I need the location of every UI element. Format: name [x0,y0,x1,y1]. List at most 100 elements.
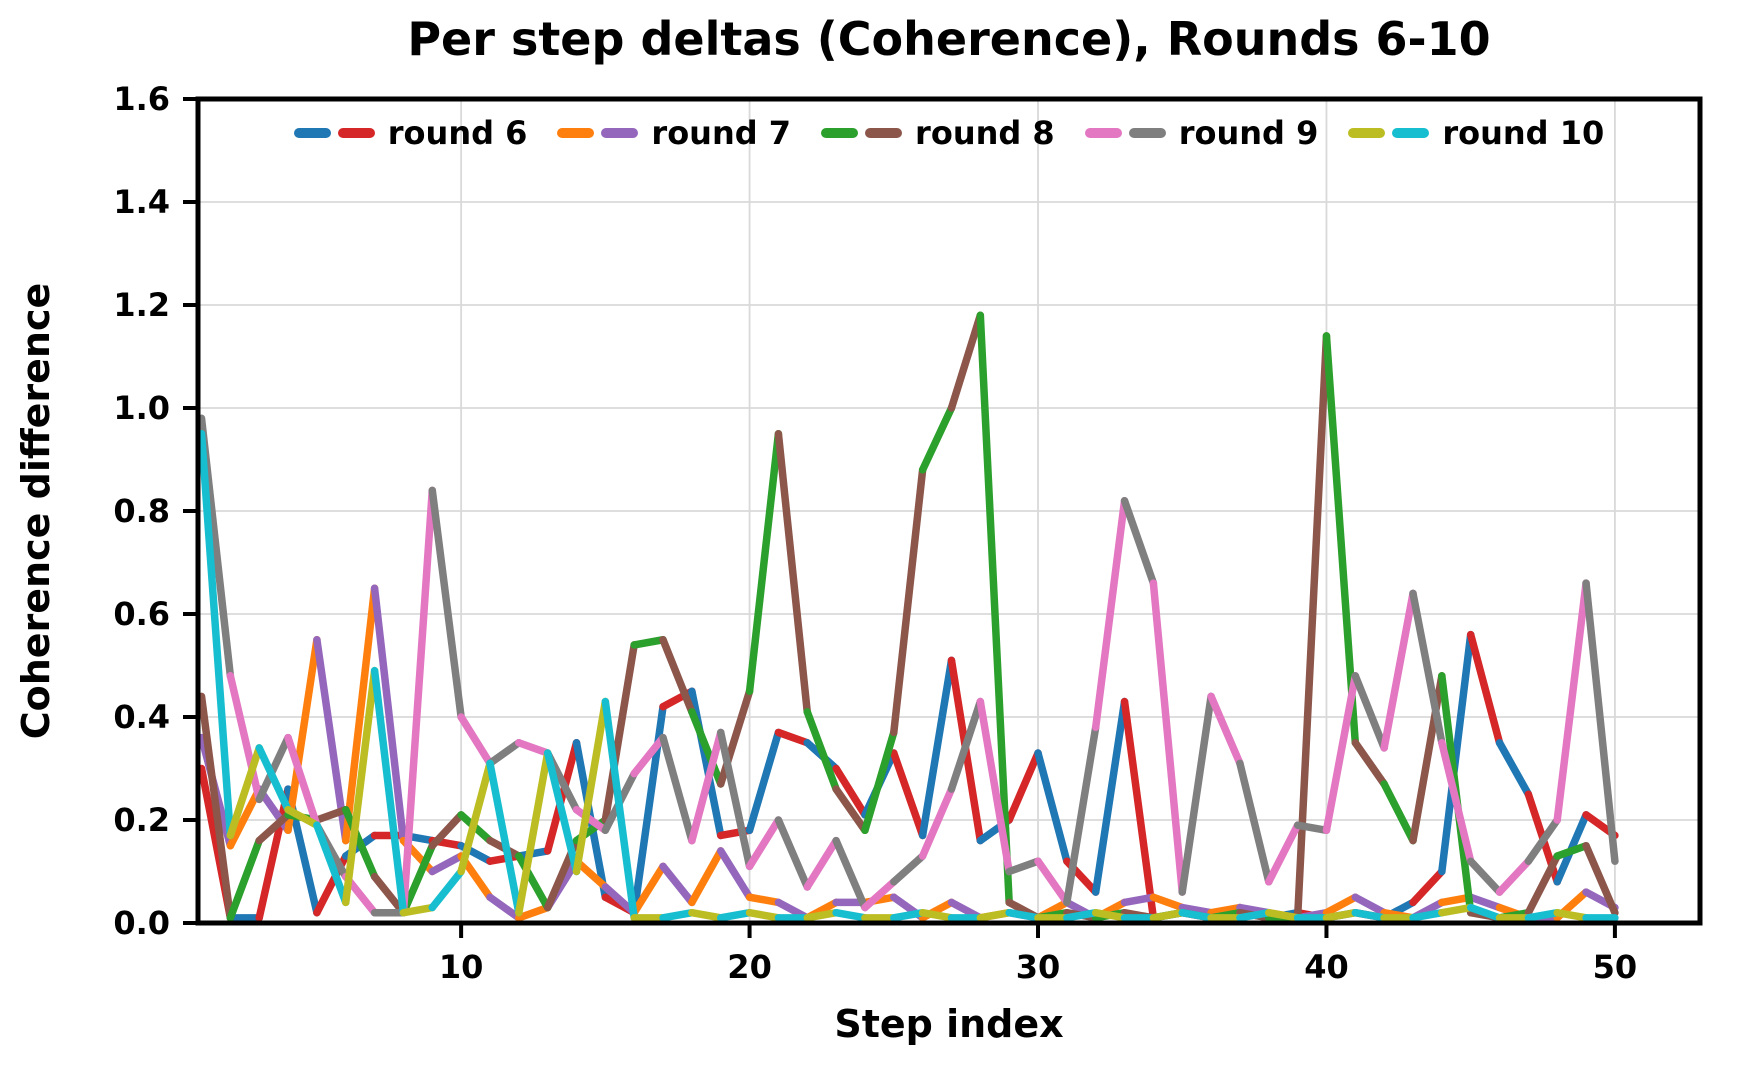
legend-entry-round-7: round 7 [557,117,791,149]
series-segment [688,908,725,922]
series-segment [1091,908,1129,922]
series-segment [1322,672,1360,835]
x-tick-label: 40 [1304,948,1349,986]
series-segment [1091,697,1129,896]
legend-swatch [1084,128,1122,138]
series-segment [918,908,956,922]
legend-label: round 7 [651,114,792,152]
series-segment [1149,908,1186,922]
series-segment [832,908,869,922]
legend-entry-round-9: round 9 [1084,114,1319,152]
series-segment [428,867,465,912]
series-segment [1438,630,1475,876]
series-segment [1236,908,1273,922]
legend-swatch [1348,128,1386,138]
legend: round 6 round 7 round 8 round 9 round 10 [198,110,1700,156]
series-segment [399,903,437,917]
series-segment [1553,579,1590,824]
series-segment [947,311,985,412]
series-segment [1495,857,1533,896]
legend-swatch [1392,128,1430,138]
series-segment [1265,821,1302,886]
series-segment [313,636,350,845]
legend-swatch [601,128,639,138]
series-segment [1207,903,1244,917]
y-tick-label: 0.4 [113,698,170,736]
gridlines [198,99,1700,923]
y-tick-label: 1.0 [113,389,170,427]
series-segment [226,744,263,840]
series-segment [515,903,552,922]
series-segment [1524,908,1561,922]
series-segment [832,836,869,912]
legend-swatch [557,128,595,138]
series-segment [284,805,321,829]
series-segment [890,466,927,737]
series-segment [1149,579,1186,896]
series-segment [313,805,350,824]
series-segment [774,430,812,716]
series-segment [486,759,523,917]
legend-swatch [1128,128,1166,138]
series-segment [399,842,437,917]
series-segment [1495,739,1533,798]
series-segment [1380,780,1417,845]
series-segment [1063,723,1100,907]
y-tick-label: 1.2 [113,286,170,324]
x-tick-label: 20 [727,948,772,986]
series-segment [659,733,696,845]
series-line-round-8 [197,311,1619,922]
series-segment [255,744,292,814]
series-segment [1322,893,1360,917]
series-segment [370,872,408,917]
series-segment [716,847,754,901]
series-segment [803,836,840,891]
series-segment [1466,630,1504,747]
series-segment [659,862,696,907]
series-segment [918,656,956,840]
series-segment [1351,739,1388,788]
series-segment [1265,908,1302,922]
series-segment [861,878,898,912]
series-segment [1178,908,1215,922]
series-line-round-10 [197,430,1619,922]
series-segment [1178,903,1215,917]
legend-swatch-pair [1084,128,1166,138]
series-segment [803,708,840,793]
series-segment [1120,697,1158,922]
legend-label: round 9 [1178,114,1319,152]
series-segment [284,733,321,829]
series-segment [341,666,379,907]
legend-entry-round-6: round 6 [293,117,527,149]
series-segment [890,749,927,840]
series-segment [255,733,292,804]
legend-label: round 10 [1442,114,1605,152]
series-segment [890,908,927,922]
series-segment [486,893,523,922]
series-segment [745,728,783,835]
series-segment [601,641,638,824]
series-segment [1466,903,1504,922]
series-segment [774,816,812,891]
series-segment [1466,857,1504,896]
series-segment [803,908,840,922]
y-tick-label: 1.6 [113,80,170,118]
series-segment [370,584,408,845]
series-segment [1553,908,1590,922]
series-segment [976,908,1013,922]
series-segment [659,636,696,716]
legend-swatch [821,128,859,138]
series-segment [226,785,263,850]
series-segment [1582,842,1619,917]
series-segment [486,739,523,768]
series-segment [832,785,869,835]
series-segment [341,805,379,881]
series-segment [284,636,321,835]
series-segment [197,692,235,922]
legend-swatch [337,128,375,138]
series-segment [428,811,465,850]
series-segment [1438,903,1475,917]
series-segment [1005,857,1042,876]
series-segment [1409,672,1446,845]
